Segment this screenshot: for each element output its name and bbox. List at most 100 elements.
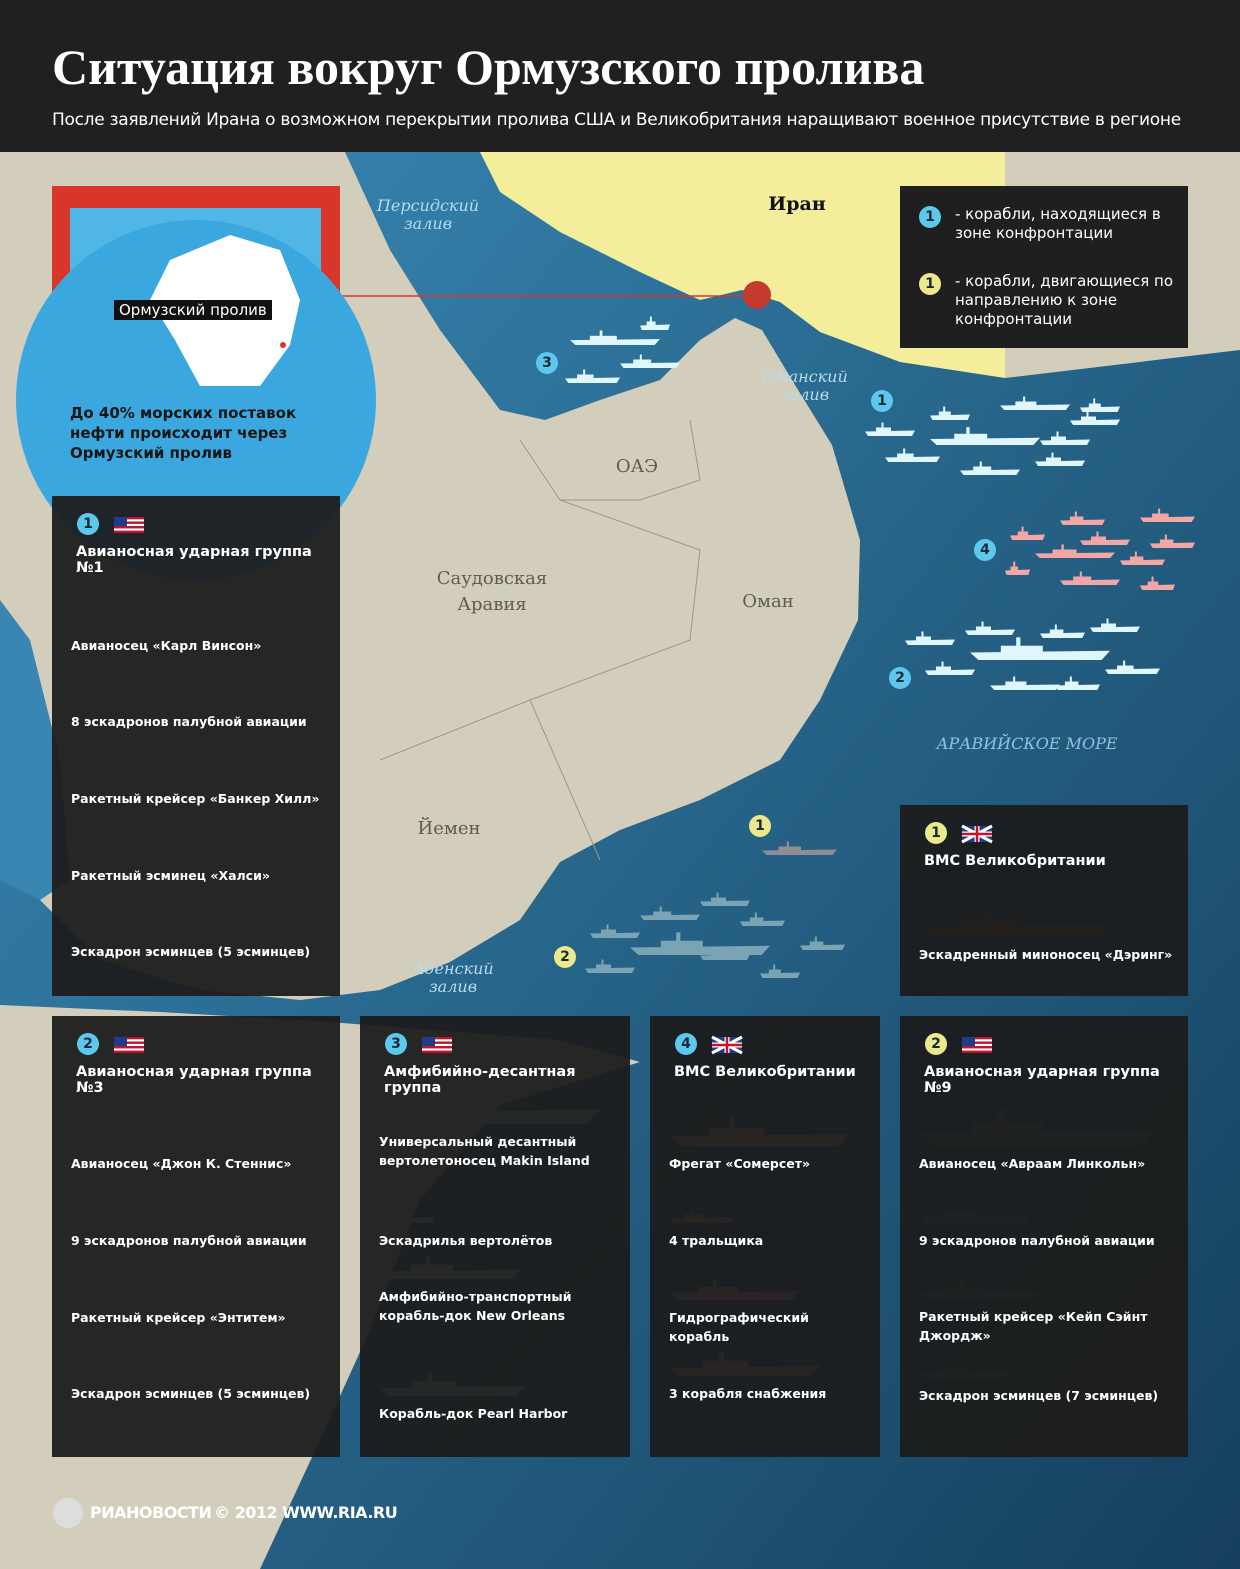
ship-mast — [606, 924, 609, 930]
ship-mast — [941, 661, 944, 667]
ship-deck — [646, 321, 656, 326]
ship — [970, 637, 1110, 660]
ship — [1060, 511, 1105, 525]
panel-badge: 2 — [925, 1033, 947, 1055]
map-label: Оманский залив — [762, 367, 848, 404]
ship — [1040, 431, 1090, 445]
ship-mast — [754, 912, 757, 918]
ship-mast — [1093, 398, 1096, 404]
ship-deck — [1015, 401, 1037, 406]
flag-stripe — [114, 519, 144, 522]
flag-canton — [422, 1037, 435, 1046]
panel-item: Универсальный десантный вертолетоносец M… — [379, 1134, 590, 1168]
strait-marker — [743, 281, 771, 309]
ship — [640, 906, 700, 920]
panel-item: Ракетный крейсер «Кейп Сэйнт Джордж» — [919, 1309, 1148, 1343]
ship-mast — [1123, 660, 1126, 666]
map-badge: 1 — [749, 815, 771, 837]
ship — [1005, 561, 1030, 575]
ship-mast — [649, 316, 652, 322]
ship-mast — [1086, 411, 1089, 417]
ship — [585, 959, 635, 973]
ship-mast — [1021, 526, 1024, 532]
ship — [905, 631, 955, 645]
legend-text: - корабли, находящиеся в зоне конфронтац… — [955, 205, 1161, 242]
flag-stripe — [114, 1039, 144, 1042]
ship-deck — [1081, 416, 1096, 421]
ship-mast — [1106, 618, 1109, 624]
ship-deck — [1073, 576, 1092, 581]
panel-badge: 3 — [385, 1033, 407, 1055]
ship — [885, 448, 940, 462]
ship — [1040, 624, 1085, 638]
flag-canton — [114, 517, 127, 526]
ship-deck — [1101, 623, 1116, 628]
panel-item: Авианосец «Джон К. Стеннис» — [71, 1156, 292, 1171]
panel-item: Эскадренный миноносец «Дэринг» — [919, 947, 1173, 962]
ship-deck — [601, 929, 616, 934]
ship-deck — [653, 911, 672, 916]
flag-stripe — [422, 1039, 452, 1042]
ship-deck — [711, 951, 726, 956]
legend-box — [900, 186, 1188, 348]
flag-stripe — [114, 523, 144, 527]
panel-title: ВМС Великобритании — [924, 853, 1106, 869]
map-label: ОАЭ — [615, 456, 659, 477]
panel-item: 8 эскадронов палубной авиации — [71, 714, 307, 729]
ship-mast — [1013, 561, 1016, 567]
legend-text: - корабли, двигающиеся по направлению к … — [955, 272, 1174, 328]
ship-deck — [1010, 566, 1018, 571]
ship-deck — [1017, 531, 1029, 536]
flag-cross-red — [712, 1037, 742, 1053]
panel-item: Авианосец «Авраам Линкольн» — [919, 1156, 1146, 1171]
ship — [1035, 452, 1085, 466]
flag-stripe — [114, 517, 144, 520]
panel-title: Авианосная ударная группа №9 — [924, 1064, 1160, 1096]
ship — [965, 621, 1015, 635]
footer-logo: РИАНОВОСТИ — [90, 1503, 212, 1522]
border — [379, 499, 701, 761]
panel — [650, 1016, 880, 1457]
flag — [114, 517, 144, 533]
ship-deck — [976, 626, 991, 631]
ship — [620, 354, 680, 368]
flag-stripe — [114, 1046, 144, 1049]
ship-deck — [589, 335, 617, 341]
ship — [590, 924, 640, 938]
flag — [961, 824, 993, 844]
ship — [930, 406, 970, 420]
ship-mast — [903, 448, 906, 454]
ship-mast — [1096, 531, 1099, 537]
legend-badge: 1 — [919, 206, 941, 228]
ship — [1060, 571, 1120, 585]
title: Ситуация вокруг Ормузского пролива — [52, 39, 925, 95]
panel-item: Ракетный крейсер «Банкер Хилл» — [71, 791, 320, 806]
ship-mast — [1079, 571, 1082, 577]
panel-item: 4 тральщика — [669, 1233, 764, 1248]
ship-mast — [786, 841, 789, 847]
flag-stripe — [962, 1046, 992, 1049]
ship-deck — [577, 374, 594, 379]
ship — [1035, 544, 1115, 558]
flag-canton — [114, 1037, 127, 1046]
map-badge: 4 — [974, 539, 996, 561]
ship-mast — [716, 892, 719, 898]
ship — [700, 946, 750, 960]
flag-stripe — [114, 530, 144, 533]
ship-mast — [1051, 452, 1054, 458]
ship-mast — [881, 422, 884, 428]
ship — [1010, 526, 1045, 540]
legend-badge: 1 — [919, 273, 941, 295]
flag-stripe — [114, 1041, 144, 1044]
panel-item: Эскадрон эсминцев (5 эсминцев) — [71, 1386, 311, 1401]
panel-item: Амфибийно-транспортный корабль-док New O… — [379, 1289, 572, 1323]
ship-deck — [660, 940, 703, 949]
panel-item: Эскадрон эсминцев (5 эсминцев) — [71, 944, 311, 959]
ship-mast — [981, 621, 984, 627]
ship-mast — [1056, 431, 1059, 437]
flag — [114, 1037, 144, 1053]
panel — [900, 805, 1188, 996]
flag-stripe — [114, 1050, 144, 1053]
panel-title: Амфибийно-десантная группа — [384, 1064, 576, 1096]
